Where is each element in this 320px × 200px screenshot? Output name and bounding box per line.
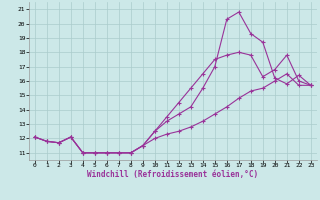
X-axis label: Windchill (Refroidissement éolien,°C): Windchill (Refroidissement éolien,°C) <box>87 170 258 179</box>
